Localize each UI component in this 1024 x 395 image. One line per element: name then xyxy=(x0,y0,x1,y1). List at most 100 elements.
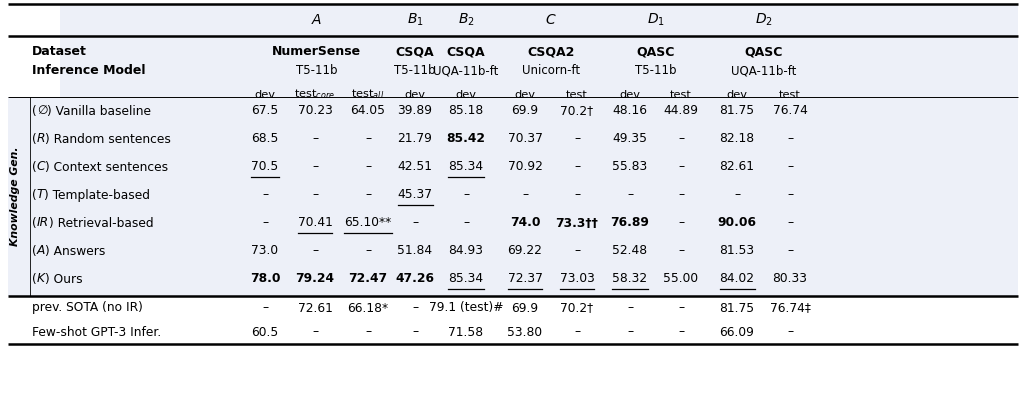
Text: 81.53: 81.53 xyxy=(720,245,755,258)
Text: 70.37: 70.37 xyxy=(508,132,543,145)
Text: 82.61: 82.61 xyxy=(720,160,755,173)
Text: 65.10**: 65.10** xyxy=(344,216,391,229)
Text: 85.42: 85.42 xyxy=(446,132,485,145)
Text: –: – xyxy=(262,216,268,229)
Text: –: – xyxy=(786,188,793,201)
Text: dev: dev xyxy=(620,90,640,100)
Text: 78.0: 78.0 xyxy=(250,273,281,286)
Text: –: – xyxy=(522,188,528,201)
Text: 72.47: 72.47 xyxy=(348,273,387,286)
Text: –: – xyxy=(412,301,418,314)
Text: $B_2$: $B_2$ xyxy=(458,12,474,28)
Text: CSQA: CSQA xyxy=(446,45,485,58)
Text: 73.3††: 73.3†† xyxy=(556,216,598,229)
Text: –: – xyxy=(786,325,793,339)
Text: 39.89: 39.89 xyxy=(397,105,432,117)
Text: –: – xyxy=(678,188,684,201)
Text: 51.84: 51.84 xyxy=(397,245,432,258)
Text: 44.89: 44.89 xyxy=(664,105,698,117)
Text: dev: dev xyxy=(404,90,426,100)
Text: T5-11b: T5-11b xyxy=(394,64,436,77)
Text: $C$: $C$ xyxy=(545,13,557,27)
Text: 58.32: 58.32 xyxy=(612,273,647,286)
Text: 76.74‡: 76.74‡ xyxy=(770,301,810,314)
Text: 71.58: 71.58 xyxy=(449,325,483,339)
Text: $A$: $A$ xyxy=(311,13,323,27)
Text: (: ( xyxy=(32,216,37,229)
Text: Unicorn-ft: Unicorn-ft xyxy=(522,64,580,77)
Text: T5-11b: T5-11b xyxy=(296,64,337,77)
Text: CSQA2: CSQA2 xyxy=(527,45,574,58)
Text: $D_2$: $D_2$ xyxy=(755,12,772,28)
Text: 79.1 (test)#: 79.1 (test)# xyxy=(429,301,503,314)
Text: –: – xyxy=(573,245,580,258)
Bar xyxy=(8,296,1018,344)
Text: 72.61: 72.61 xyxy=(298,301,333,314)
Text: ) Random sentences: ) Random sentences xyxy=(45,132,171,145)
Text: –: – xyxy=(365,245,371,258)
Text: 85.18: 85.18 xyxy=(449,105,483,117)
Text: –: – xyxy=(678,301,684,314)
Text: test: test xyxy=(670,90,692,100)
Text: –: – xyxy=(365,325,371,339)
Text: 80.33: 80.33 xyxy=(772,273,808,286)
Text: (: ( xyxy=(32,273,37,286)
Text: test$_{all}$: test$_{all}$ xyxy=(351,88,385,102)
Text: ) Ours: ) Ours xyxy=(45,273,82,286)
Text: –: – xyxy=(573,132,580,145)
Bar xyxy=(8,4,1018,97)
Text: test$_{core}$: test$_{core}$ xyxy=(295,88,336,102)
Text: ) Answers: ) Answers xyxy=(45,245,105,258)
Text: 70.2†: 70.2† xyxy=(560,105,594,117)
Text: $B_1$: $B_1$ xyxy=(407,12,423,28)
Text: –: – xyxy=(678,132,684,145)
Text: K: K xyxy=(37,273,45,286)
Text: –: – xyxy=(786,245,793,258)
Text: QASC: QASC xyxy=(636,45,675,58)
Text: (: ( xyxy=(32,245,37,258)
Text: 21.79: 21.79 xyxy=(397,132,432,145)
Text: (: ( xyxy=(32,160,37,173)
Text: test: test xyxy=(566,90,588,100)
Text: 85.34: 85.34 xyxy=(449,160,483,173)
Text: 76.89: 76.89 xyxy=(610,216,649,229)
Text: NumerSense: NumerSense xyxy=(272,45,361,58)
Text: 82.18: 82.18 xyxy=(720,132,755,145)
Bar xyxy=(8,4,60,97)
Text: 45.37: 45.37 xyxy=(397,188,432,201)
Text: UQA-11b-ft: UQA-11b-ft xyxy=(433,64,499,77)
Text: 90.06: 90.06 xyxy=(718,216,757,229)
Text: –: – xyxy=(262,188,268,201)
Text: 60.5: 60.5 xyxy=(251,325,279,339)
Text: –: – xyxy=(312,160,318,173)
Text: IR: IR xyxy=(37,216,49,229)
Text: –: – xyxy=(786,132,793,145)
Text: 74.0: 74.0 xyxy=(510,216,541,229)
Bar xyxy=(8,97,1018,344)
Text: 42.51: 42.51 xyxy=(397,160,432,173)
Text: 55.83: 55.83 xyxy=(612,160,647,173)
Text: –: – xyxy=(312,325,318,339)
Text: –: – xyxy=(412,325,418,339)
Text: 52.48: 52.48 xyxy=(612,245,647,258)
Text: –: – xyxy=(573,325,580,339)
Text: ) Template-based: ) Template-based xyxy=(44,188,151,201)
Text: prev. SOTA (no IR): prev. SOTA (no IR) xyxy=(32,301,143,314)
Text: (: ( xyxy=(32,132,37,145)
Text: 66.18*: 66.18* xyxy=(347,301,388,314)
Text: $D_1$: $D_1$ xyxy=(646,12,665,28)
Text: 81.75: 81.75 xyxy=(720,105,755,117)
Text: Few-shot GPT-3 Infer.: Few-shot GPT-3 Infer. xyxy=(32,325,161,339)
Text: 79.24: 79.24 xyxy=(296,273,335,286)
Text: –: – xyxy=(678,216,684,229)
Text: Dataset: Dataset xyxy=(32,45,87,58)
Text: –: – xyxy=(365,132,371,145)
Text: –: – xyxy=(412,216,418,229)
Text: 84.02: 84.02 xyxy=(720,273,755,286)
Text: 67.5: 67.5 xyxy=(251,105,279,117)
Text: ) Context sentences: ) Context sentences xyxy=(45,160,168,173)
Text: 69.22: 69.22 xyxy=(508,245,543,258)
Text: dev: dev xyxy=(456,90,476,100)
Text: –: – xyxy=(627,325,633,339)
Text: dev: dev xyxy=(726,90,748,100)
